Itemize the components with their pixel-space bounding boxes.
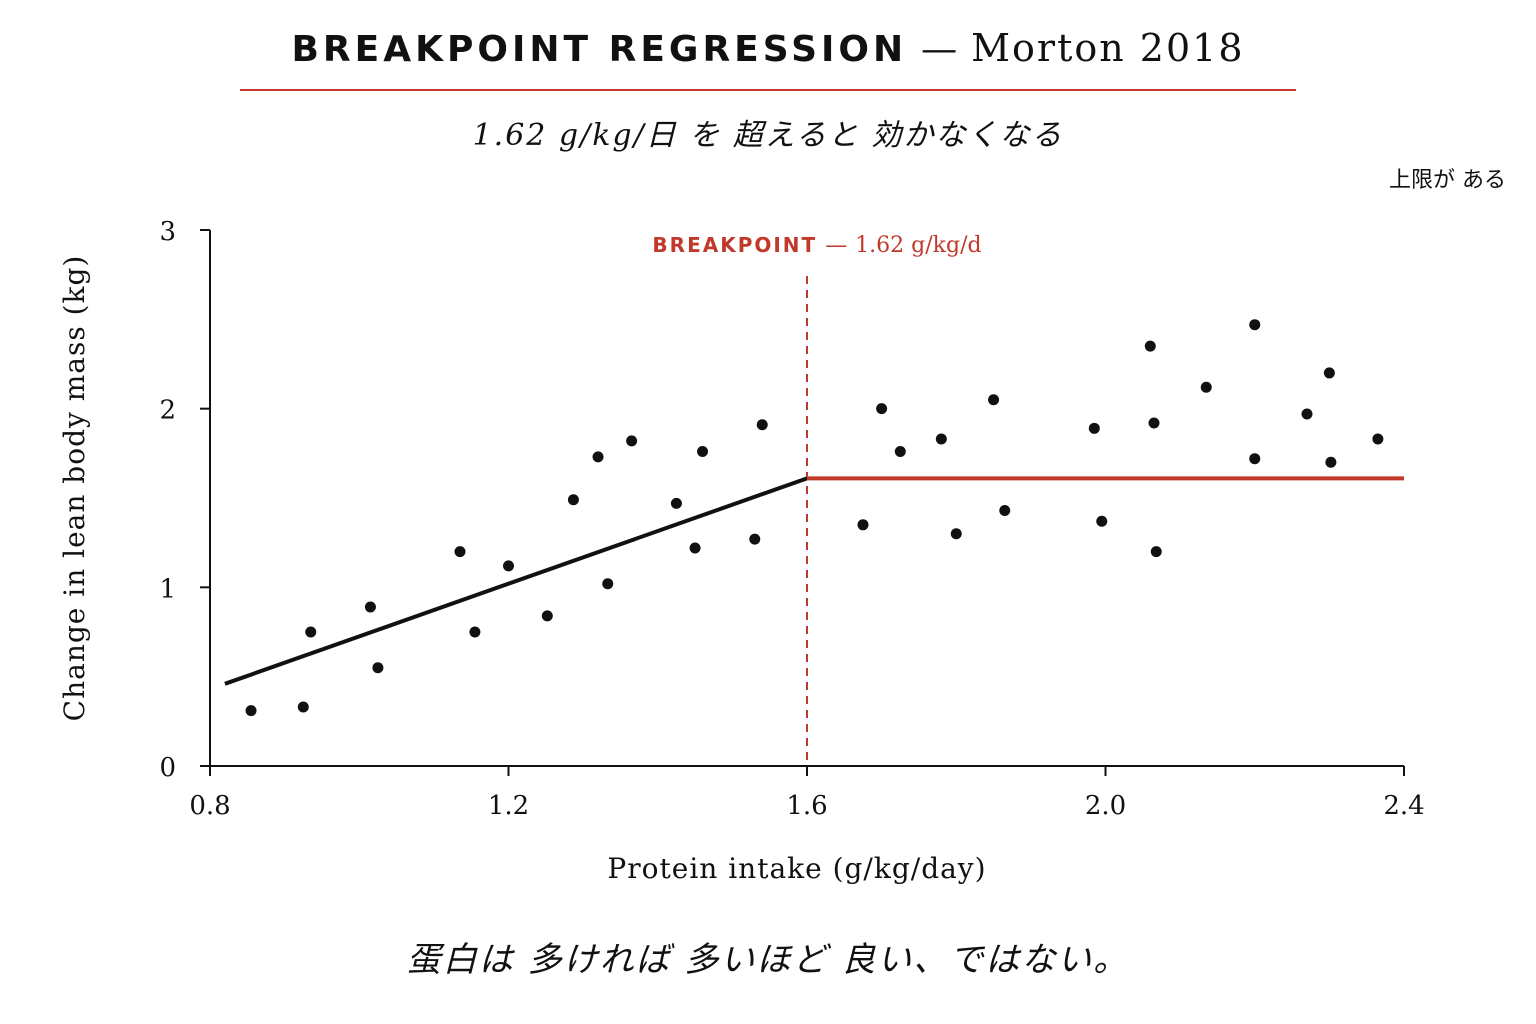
data-point [364, 601, 376, 613]
data-point [1325, 456, 1337, 468]
data-point [602, 578, 614, 590]
data-point [1249, 453, 1261, 465]
data-point [567, 494, 579, 506]
data-point [756, 419, 768, 431]
title-dash: — [921, 29, 958, 70]
data-point [1323, 367, 1335, 379]
y-tick-label: 3 [159, 217, 176, 247]
data-point [1096, 515, 1108, 527]
data-point [1144, 340, 1156, 352]
fit-lines [224, 476, 1404, 686]
data-point [876, 403, 888, 415]
x-tick-label: 1.2 [488, 791, 529, 821]
data-point [503, 560, 514, 572]
data-points [245, 319, 1384, 717]
x-tick-label: 0.8 [189, 791, 230, 821]
data-point [1301, 408, 1313, 420]
breakpoint-label-dash: — [825, 233, 847, 258]
data-point [297, 701, 309, 713]
data-point [894, 446, 906, 458]
x-tick-label: 2.0 [1085, 791, 1126, 821]
data-point [1372, 433, 1384, 445]
data-point [697, 446, 709, 458]
y-tick-label: 1 [159, 574, 176, 604]
chart-subtitle: 1.62 g/kg/日 を 超えると 効かなくなる [472, 118, 1064, 153]
title-main: BREAKPOINT REGRESSION [291, 29, 908, 70]
data-point [857, 519, 869, 531]
x-axis-label: Protein intake (g/kg/day) [607, 852, 986, 885]
data-point [1249, 319, 1261, 331]
y-tick-label: 2 [159, 396, 176, 426]
data-point [1148, 417, 1160, 429]
corner-note: 上限が ある [1389, 168, 1506, 193]
breakpoint-label-value: 1.62 g/kg/d [855, 233, 981, 258]
title-underline [240, 89, 1296, 91]
data-point [592, 451, 604, 463]
data-point [245, 705, 257, 717]
data-point [541, 610, 553, 622]
title-source: Morton 2018 [971, 26, 1245, 70]
data-point [999, 505, 1011, 517]
data-point [950, 528, 962, 540]
fit-line-rising [224, 476, 808, 686]
data-point [689, 542, 701, 554]
y-axis-label: Change in lean body mass (kg) [58, 255, 91, 722]
breakpoint-label-main: BREAKPOINT [652, 233, 817, 257]
data-point [626, 435, 638, 447]
y-tick-label: 0 [159, 753, 176, 783]
axes: 0.8 1.2 1.6 2.0 2.4 0 1 2 3 [159, 217, 1424, 821]
data-point [749, 533, 761, 545]
x-tick-label: 2.4 [1383, 791, 1424, 821]
data-point [670, 497, 682, 509]
data-point [372, 662, 384, 674]
data-point [454, 546, 466, 558]
footer-caption: 蛋白は 多ければ 多いほど 良い、ではない。 [406, 940, 1130, 980]
data-point [935, 433, 947, 445]
data-point [988, 394, 1000, 406]
x-tick-label: 1.6 [786, 791, 827, 821]
breakpoint-group: BREAKPOINT — 1.62 g/kg/d [652, 233, 982, 766]
data-point [305, 626, 317, 638]
data-point [1200, 381, 1212, 393]
data-point [469, 626, 481, 638]
breakpoint-label: BREAKPOINT — 1.62 g/kg/d [652, 233, 981, 258]
chart-title: BREAKPOINT REGRESSION — Morton 2018 [0, 26, 1536, 70]
data-point [1088, 422, 1100, 434]
data-point [1150, 546, 1162, 558]
